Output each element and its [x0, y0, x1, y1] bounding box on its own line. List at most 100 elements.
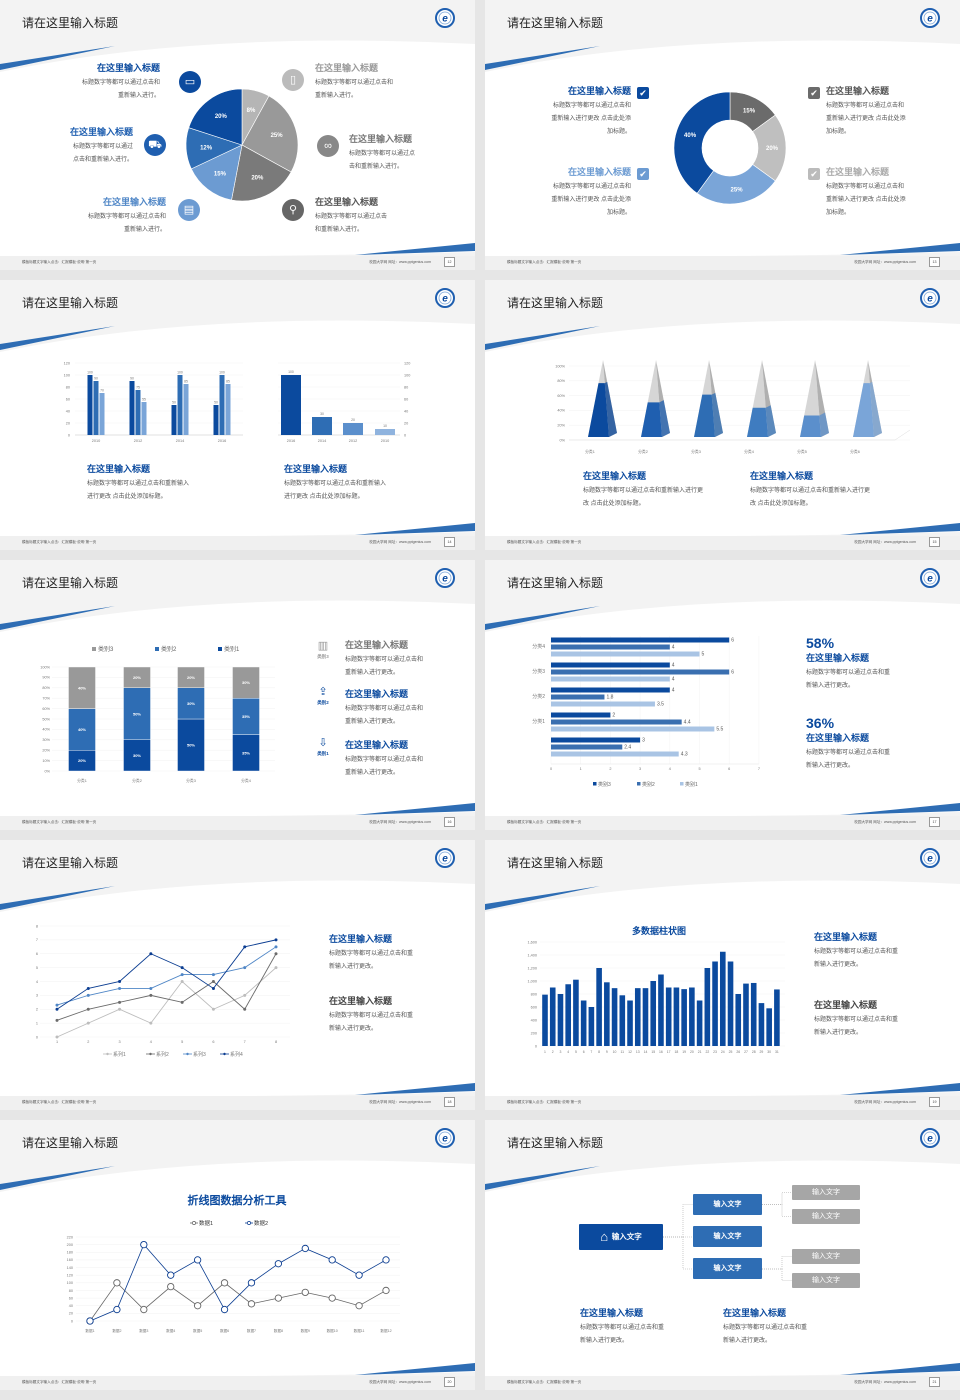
x-tick-label: 4 — [150, 1040, 152, 1044]
page-number: 17 — [929, 817, 940, 827]
text-block: 在这里输入标题标题数字等都可以通过点击和重新输入进行更改。 — [329, 933, 413, 974]
checkbox-icon[interactable]: ✔ — [808, 168, 820, 180]
chart-title: 折线图数据分析工具 — [187, 1195, 287, 1207]
data-label: 30 — [320, 412, 324, 416]
data-point — [180, 966, 184, 970]
slide-title: 请在这里输入标题 — [22, 856, 119, 870]
x-tick-label: 7 — [244, 1040, 246, 1044]
bar — [551, 744, 623, 750]
text-block: 在这里输入标题标题数字等都可以通过点击和重新输入进行更改。 — [580, 1307, 664, 1348]
block-desc-line: 重新输入进行。 — [315, 93, 358, 99]
slice-label: 20% — [251, 176, 264, 182]
x-tick-label: 数据1 — [85, 1328, 94, 1333]
data-point — [211, 980, 215, 983]
x-tick-label: 分类4 — [241, 778, 251, 783]
checkbox-icon[interactable]: ✔ — [637, 168, 649, 180]
footer-left-text: 模板标题文字输入点击：汇报模板·说明·第一页 — [22, 1100, 97, 1104]
binoculars-icon: ∞ — [317, 135, 339, 157]
x-tick-label: 6 — [728, 767, 730, 771]
y-tick-label: 分类3 — [532, 668, 545, 675]
y-tick-label: 60 — [66, 397, 70, 401]
data-point — [243, 945, 247, 949]
bar — [281, 375, 301, 435]
slide-canvas: e 0 1 2 3 4 5 6 7 3 2.4 4.3 2 4.4 5.5 分类1 4 1.8 3.5 分类2 4 6 4 分… — [485, 568, 960, 830]
tree-child-node[interactable]: 输入文字 — [693, 1258, 762, 1279]
accent-stroke — [840, 1363, 960, 1375]
bar — [611, 988, 618, 1046]
y-tick-label: 120 — [404, 361, 410, 365]
x-tick-label: 4 — [567, 1050, 569, 1054]
accent-stroke — [840, 1083, 960, 1095]
block-desc-line: 标题数字等都可以通过点 — [349, 151, 416, 157]
y-tick-label: 120 — [67, 1273, 73, 1277]
slice-label: 25% — [271, 133, 284, 139]
tree-child-node[interactable]: 输入文字 — [693, 1226, 762, 1247]
block-desc-line: 标题数字等都可以通过点击和 — [315, 80, 394, 86]
tree-leaf-node[interactable]: 输入文字 — [792, 1273, 860, 1288]
tree-leaf-node[interactable]: 输入文字 — [792, 1185, 860, 1200]
slice-label: 25% — [731, 187, 744, 193]
tree-root-node[interactable]: ⌂ 输入文字 — [579, 1224, 663, 1250]
data-point — [180, 973, 184, 977]
x-tick-label: 3 — [119, 1040, 121, 1044]
tree-leaf-node[interactable]: 输入文字 — [792, 1249, 860, 1264]
x-tick-label: 2 — [87, 1040, 89, 1044]
tree-leaf-node[interactable]: 输入文字 — [792, 1209, 860, 1224]
x-tick-label: 1 — [544, 1050, 546, 1054]
data-point — [274, 945, 278, 949]
block-desc-line: 重新输入进行。 — [117, 93, 160, 99]
x-tick-label: 6 — [212, 1040, 214, 1044]
checkbox-icon[interactable]: ✔ — [808, 87, 820, 99]
page-number: 19 — [929, 1097, 940, 1107]
bar — [557, 994, 564, 1046]
footer-right-text: 校园大学网 网址：www.pptgenius.com — [854, 260, 916, 264]
slide-stacked-chart: e 0% 10% 20% 30% 40% 50% 60% 70% 80% 90% 100% 20% 40%… — [0, 560, 475, 830]
block-title: 在这里输入标题 — [806, 653, 870, 663]
legend-swatch — [155, 647, 159, 651]
block-title: 在这里输入标题 — [69, 127, 133, 137]
data-point — [355, 1302, 363, 1310]
y-tick-label: 1,600 — [527, 940, 537, 944]
y-tick-label: 0% — [560, 438, 566, 442]
legend-marker — [149, 1052, 152, 1056]
node-label: 输入文字 — [611, 1232, 642, 1242]
y-tick-label: 1,200 — [527, 966, 537, 970]
x-tick-label: 2016 — [287, 439, 295, 443]
data-label: 70 — [100, 389, 104, 393]
x-tick-label: 5 — [181, 1040, 183, 1044]
logo: e — [920, 568, 940, 588]
legend-swatch — [218, 647, 222, 651]
footer-bar — [0, 256, 475, 270]
logo: e — [435, 288, 455, 308]
icon-label: 类别1 — [317, 751, 329, 756]
data-label: 5 — [702, 652, 705, 658]
block-title: 在这里输入标题 — [284, 464, 348, 474]
data-label: 85 — [184, 380, 188, 384]
text-block: 在这里输入标题标题数字等都可以通过点击和重新输入进行。 — [82, 62, 160, 103]
footer-left-text: 模板标题文字输入点击：汇报模板·说明·第一页 — [22, 260, 97, 264]
x-tick-label: 分类6 — [850, 449, 860, 454]
block-title: 在这里输入标题 — [567, 167, 631, 177]
data-label: 2.4 — [624, 745, 631, 751]
slide-canvas: e 0% 20% 40% 60% 80% 100% 分类1 分类2 分类3 分类4 分类5 分类6 — [485, 288, 960, 550]
icon-label: 类别2 — [317, 700, 329, 705]
text-block: 在这里输入标题标题数字等都可以通过点击和重新输入进行更改 点击此处添加标题。 — [87, 463, 189, 504]
bar — [565, 984, 571, 1046]
text-block: 在这里输入标题标题数字等都可以通过点击和重新输入进行更改。 — [814, 999, 898, 1040]
text-block: 在这里输入标题标题数字等都可以通过点击和重新输入进行更改 点击此处添加标题。 — [750, 470, 870, 511]
bar — [343, 423, 363, 435]
block-desc-line: 标题数字等都可以通过点击和重新输入进行更 — [750, 488, 871, 494]
x-tick-label: 25 — [729, 1050, 733, 1054]
slice-label: 15% — [743, 109, 756, 115]
bar — [225, 384, 231, 435]
y-tick-label: 1 — [36, 1021, 38, 1025]
tree-child-node[interactable]: 输入文字 — [693, 1194, 762, 1215]
bar — [129, 381, 135, 435]
stacked-bar-segment — [123, 739, 151, 772]
block-desc-line: 标题数字等都可以通过点击和重新输入 — [284, 481, 387, 487]
x-tick-label: 数据8 — [274, 1328, 283, 1333]
phone-icon: ▯ — [282, 69, 304, 91]
slide-pyramid-chart: e 0% 20% 40% 60% 80% 100% 分类1 分类2 分类3 分类4 分类5 分类6 请在这… — [485, 280, 960, 550]
y-tick-label: 200 — [67, 1243, 73, 1247]
checkbox-icon[interactable]: ✔ — [637, 87, 649, 99]
